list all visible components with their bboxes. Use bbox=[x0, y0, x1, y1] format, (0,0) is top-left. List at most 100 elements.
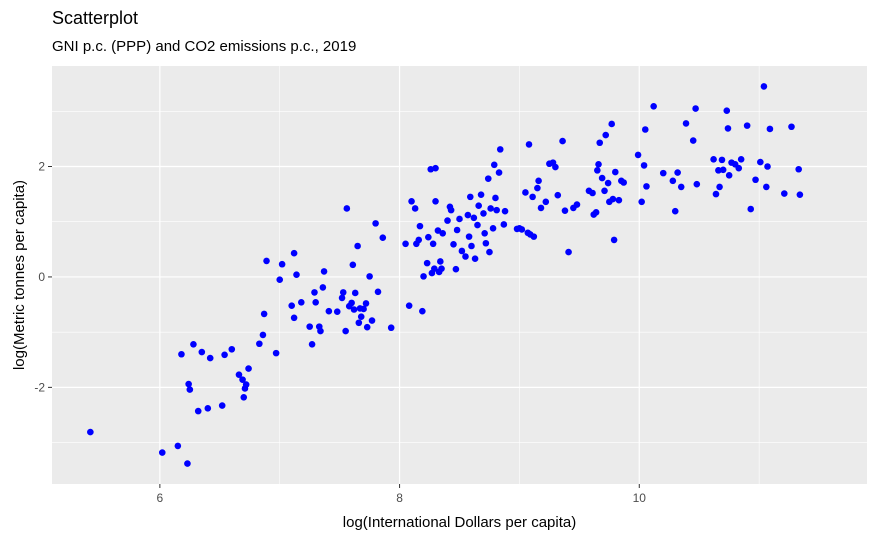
scatter-point bbox=[725, 172, 733, 179]
scatter-point bbox=[423, 259, 431, 267]
scatter-point bbox=[387, 324, 395, 332]
scatter-point bbox=[425, 233, 432, 241]
scatter-point bbox=[290, 314, 298, 322]
plot-panel bbox=[52, 66, 867, 484]
scatter-point bbox=[405, 302, 413, 309]
scatter-point bbox=[319, 284, 327, 291]
scatter-point bbox=[87, 428, 94, 436]
x-tick-label: 10 bbox=[633, 491, 647, 505]
scatter-point bbox=[482, 239, 490, 247]
scatter-point bbox=[486, 248, 493, 256]
scatter-point bbox=[674, 169, 681, 176]
scatter-point bbox=[317, 327, 324, 335]
scatter-point bbox=[712, 190, 720, 198]
scatter-point bbox=[342, 327, 349, 335]
scatter-point bbox=[357, 313, 365, 320]
scatter-point bbox=[598, 174, 606, 182]
scatter-point bbox=[178, 350, 185, 358]
scatter-point bbox=[529, 193, 536, 201]
chart-title: Scatterplot bbox=[52, 8, 139, 28]
scatter-point bbox=[671, 207, 679, 215]
scatter-point bbox=[349, 261, 357, 269]
scatter-point bbox=[496, 146, 504, 153]
scatter-point bbox=[559, 137, 566, 145]
scatter-point bbox=[466, 193, 474, 201]
scatter-point bbox=[368, 317, 376, 324]
scatter-point bbox=[453, 226, 461, 234]
scatter-point bbox=[465, 233, 473, 240]
scatter-point bbox=[360, 305, 367, 313]
scatter-point bbox=[669, 177, 677, 185]
scatter-point bbox=[723, 107, 731, 115]
scatter-point bbox=[752, 176, 759, 184]
scatter-point bbox=[306, 323, 313, 330]
scatter-point bbox=[372, 220, 379, 227]
scatter-point bbox=[610, 236, 618, 244]
scatter-point bbox=[278, 260, 286, 268]
scatter-point bbox=[604, 179, 612, 187]
scatter-point bbox=[308, 340, 316, 348]
scatter-point bbox=[320, 268, 328, 275]
scatter-point bbox=[601, 187, 608, 195]
scatter-point bbox=[379, 234, 387, 242]
scatter-point bbox=[259, 331, 267, 339]
scatter-point bbox=[429, 240, 437, 248]
scatter-point bbox=[444, 217, 451, 224]
scatter-point bbox=[743, 122, 751, 129]
scatter-point bbox=[552, 163, 559, 171]
scatter-point bbox=[735, 164, 743, 172]
scatter-point bbox=[354, 242, 361, 250]
scatter-point bbox=[640, 162, 648, 169]
scatter-point bbox=[221, 351, 228, 359]
scatter-point bbox=[260, 310, 268, 318]
scatter-point bbox=[522, 189, 529, 196]
scatter-point bbox=[474, 221, 481, 229]
chart-subtitle: GNI p.c. (PPP) and CO2 emissions p.c., 2… bbox=[52, 38, 357, 55]
scatter-point bbox=[525, 141, 533, 148]
scatter-point bbox=[351, 289, 359, 297]
scatter-point bbox=[500, 221, 508, 228]
scatter-point bbox=[592, 209, 600, 216]
scatter-point bbox=[724, 125, 732, 132]
scatter-point bbox=[682, 120, 690, 127]
scatter-point bbox=[184, 460, 191, 467]
y-tick-label: -2 bbox=[34, 380, 45, 394]
scatter-point bbox=[432, 164, 439, 172]
scatter-point bbox=[272, 349, 280, 357]
scatter-point bbox=[204, 405, 212, 412]
scatter-point bbox=[263, 257, 270, 265]
scatter-point bbox=[719, 166, 727, 174]
scatter-point bbox=[573, 201, 581, 208]
scatter-point bbox=[311, 289, 318, 296]
scatter-point bbox=[185, 380, 192, 388]
scatter-point bbox=[242, 381, 250, 388]
scatter-point bbox=[689, 137, 697, 144]
scatter-point bbox=[355, 319, 363, 327]
scatter-point bbox=[641, 126, 649, 133]
scatter-point bbox=[530, 233, 538, 240]
x-axis-ticks: 6 8 10 bbox=[157, 484, 647, 505]
scatter-point bbox=[235, 371, 243, 378]
scatter-point bbox=[710, 156, 717, 163]
scatter-point bbox=[374, 288, 382, 296]
scatter-point bbox=[239, 376, 246, 383]
scatter-point bbox=[634, 151, 642, 159]
scatter-point bbox=[796, 191, 804, 198]
scatter-point bbox=[456, 215, 463, 223]
scatter-point bbox=[492, 194, 499, 202]
scatter-point bbox=[490, 161, 498, 169]
scatter-point bbox=[747, 205, 755, 213]
scatter-point bbox=[420, 273, 427, 280]
scatter-point bbox=[350, 306, 358, 313]
scatter-point bbox=[608, 120, 616, 128]
scatter-point bbox=[495, 169, 503, 176]
scatter-point bbox=[693, 180, 701, 188]
scatter-point bbox=[489, 225, 497, 232]
scatter-point bbox=[518, 226, 526, 233]
scatter-point bbox=[447, 206, 455, 214]
scatter-point bbox=[458, 247, 466, 255]
y-axis-ticks: -2 0 2 bbox=[34, 159, 52, 394]
scatter-point bbox=[452, 265, 460, 273]
